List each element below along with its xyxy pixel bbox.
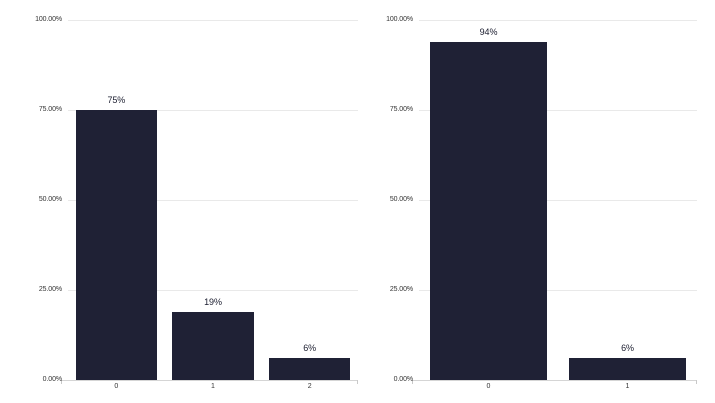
bar-slot: 75% — [68, 20, 165, 380]
bar-value-label: 75% — [107, 95, 126, 105]
x-axis-category-label: 0 — [114, 383, 119, 390]
bar-chart-right: 0.00% 25.00% 50.00% 75.00% 100.00% 94% 6% 0 1 — [359, 0, 715, 403]
x-axis-category-label: 0 — [486, 383, 491, 390]
gridline — [68, 110, 358, 111]
bar-chart-left: 0.00% 25.00% 50.00% 75.00% 100.00% 75% 19% 6% 0 1… — [35, 16, 358, 390]
gridline — [419, 290, 697, 291]
bar-value-label: 6% — [621, 343, 634, 354]
axis-end-tick — [412, 380, 413, 384]
bar-value-label: 19% — [204, 296, 222, 307]
bar-slot: 19% — [165, 20, 262, 380]
y-axis-tick-label: 50.00% — [389, 196, 413, 203]
x-axis-labels: 0 1 2 — [68, 383, 358, 391]
gridline — [419, 200, 697, 201]
y-axis-tick-label: 25.00% — [38, 286, 62, 293]
bar[interactable] — [269, 358, 351, 380]
bar[interactable] — [569, 358, 686, 380]
gridline — [419, 20, 697, 21]
y-axis-tick-label: 75.00% — [389, 106, 413, 113]
x-axis-line — [412, 380, 697, 384]
y-axis-tick-label: 0.00% — [42, 376, 62, 383]
y-axis-tick-label: 100.00% — [35, 16, 62, 23]
y-axis-tick-label: 0.00% — [393, 376, 413, 383]
bar-slot: 6% — [558, 20, 697, 380]
x-axis-category-label: 2 — [307, 383, 312, 390]
gridline — [68, 290, 358, 291]
axis-end-tick — [357, 380, 358, 384]
plot-area: 0.00% 25.00% 50.00% 75.00% 100.00% 75% 19% 6% 0 1… — [35, 16, 358, 390]
axis-end-tick — [696, 380, 697, 384]
y-axis-tick-label: 50.00% — [38, 196, 62, 203]
y-axis-tick-label: 100.00% — [386, 16, 413, 23]
gridline — [68, 20, 358, 21]
bar-value-label: 94% — [479, 26, 498, 37]
bar[interactable] — [172, 311, 254, 380]
bar[interactable] — [75, 110, 157, 380]
bar-value-label: 6% — [303, 343, 317, 354]
x-axis-category-label: 1 — [625, 383, 630, 390]
gridline — [68, 200, 358, 201]
bar-slot: 94% — [419, 20, 558, 380]
bar[interactable] — [430, 41, 547, 380]
bars-container: 94% 6% — [419, 20, 697, 380]
bar-slot: 6% — [261, 20, 358, 380]
x-axis-category-label: 1 — [211, 383, 215, 390]
bars-container: 75% 19% 6% — [68, 20, 358, 380]
y-axis-tick-label: 75.00% — [38, 106, 62, 113]
x-axis-line — [61, 380, 358, 384]
plot-area: 0.00% 25.00% 50.00% 75.00% 100.00% 94% 6% 0 1 — [386, 16, 697, 390]
axis-end-tick — [61, 380, 62, 384]
gridline — [419, 110, 697, 111]
y-axis-tick-label: 25.00% — [389, 286, 413, 293]
